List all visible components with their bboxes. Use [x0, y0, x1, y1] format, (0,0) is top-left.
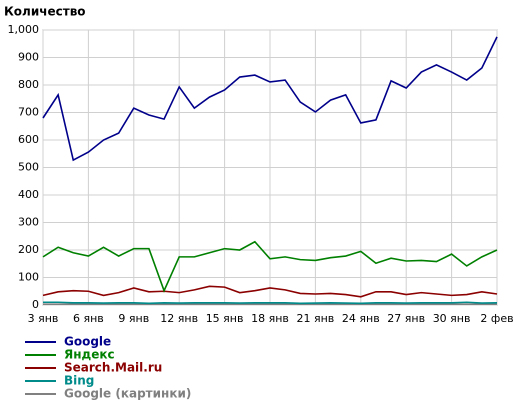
series-line [42, 285, 498, 298]
x-tick-label: 15 янв [206, 312, 244, 325]
y-tick-label: 800 [18, 78, 39, 91]
chart-title: Количество [4, 5, 86, 19]
series-line [42, 240, 498, 293]
legend-label: Google [64, 335, 111, 349]
legend-label: Search.Mail.ru [64, 361, 162, 375]
y-tick-label: 400 [18, 188, 39, 201]
series-line [43, 301, 498, 305]
x-tick-label: 2 фев [480, 312, 513, 325]
y-tick-label: 500 [18, 161, 39, 174]
x-tick-label: 3 янв [28, 312, 59, 325]
legend-label: Яндекс [64, 348, 115, 362]
legend-label: Bing [64, 374, 94, 388]
y-tick-label: 600 [18, 133, 39, 146]
y-tick-label: 700 [18, 106, 39, 119]
y-tick-label: 300 [18, 216, 39, 229]
x-tick-label: 9 янв [118, 312, 149, 325]
x-tick-label: 18 янв [251, 312, 289, 325]
x-tick-label: 12 янв [160, 312, 198, 325]
y-tick-label: 0 [32, 298, 39, 311]
y-tick-label: 200 [18, 243, 39, 256]
y-tick-label: 100 [18, 271, 39, 284]
x-tick-label: 6 янв [73, 312, 104, 325]
series-line [42, 36, 498, 162]
x-tick-label: 21 янв [297, 312, 335, 325]
y-tick-label: 900 [18, 51, 39, 64]
y-tick-label: 1,000 [8, 23, 40, 36]
legend-label: Google (картинки) [64, 387, 191, 401]
x-tick-label: 24 янв [342, 312, 380, 325]
x-tick-label: 27 янв [387, 312, 425, 325]
x-tick-label: 30 янв [433, 312, 471, 325]
